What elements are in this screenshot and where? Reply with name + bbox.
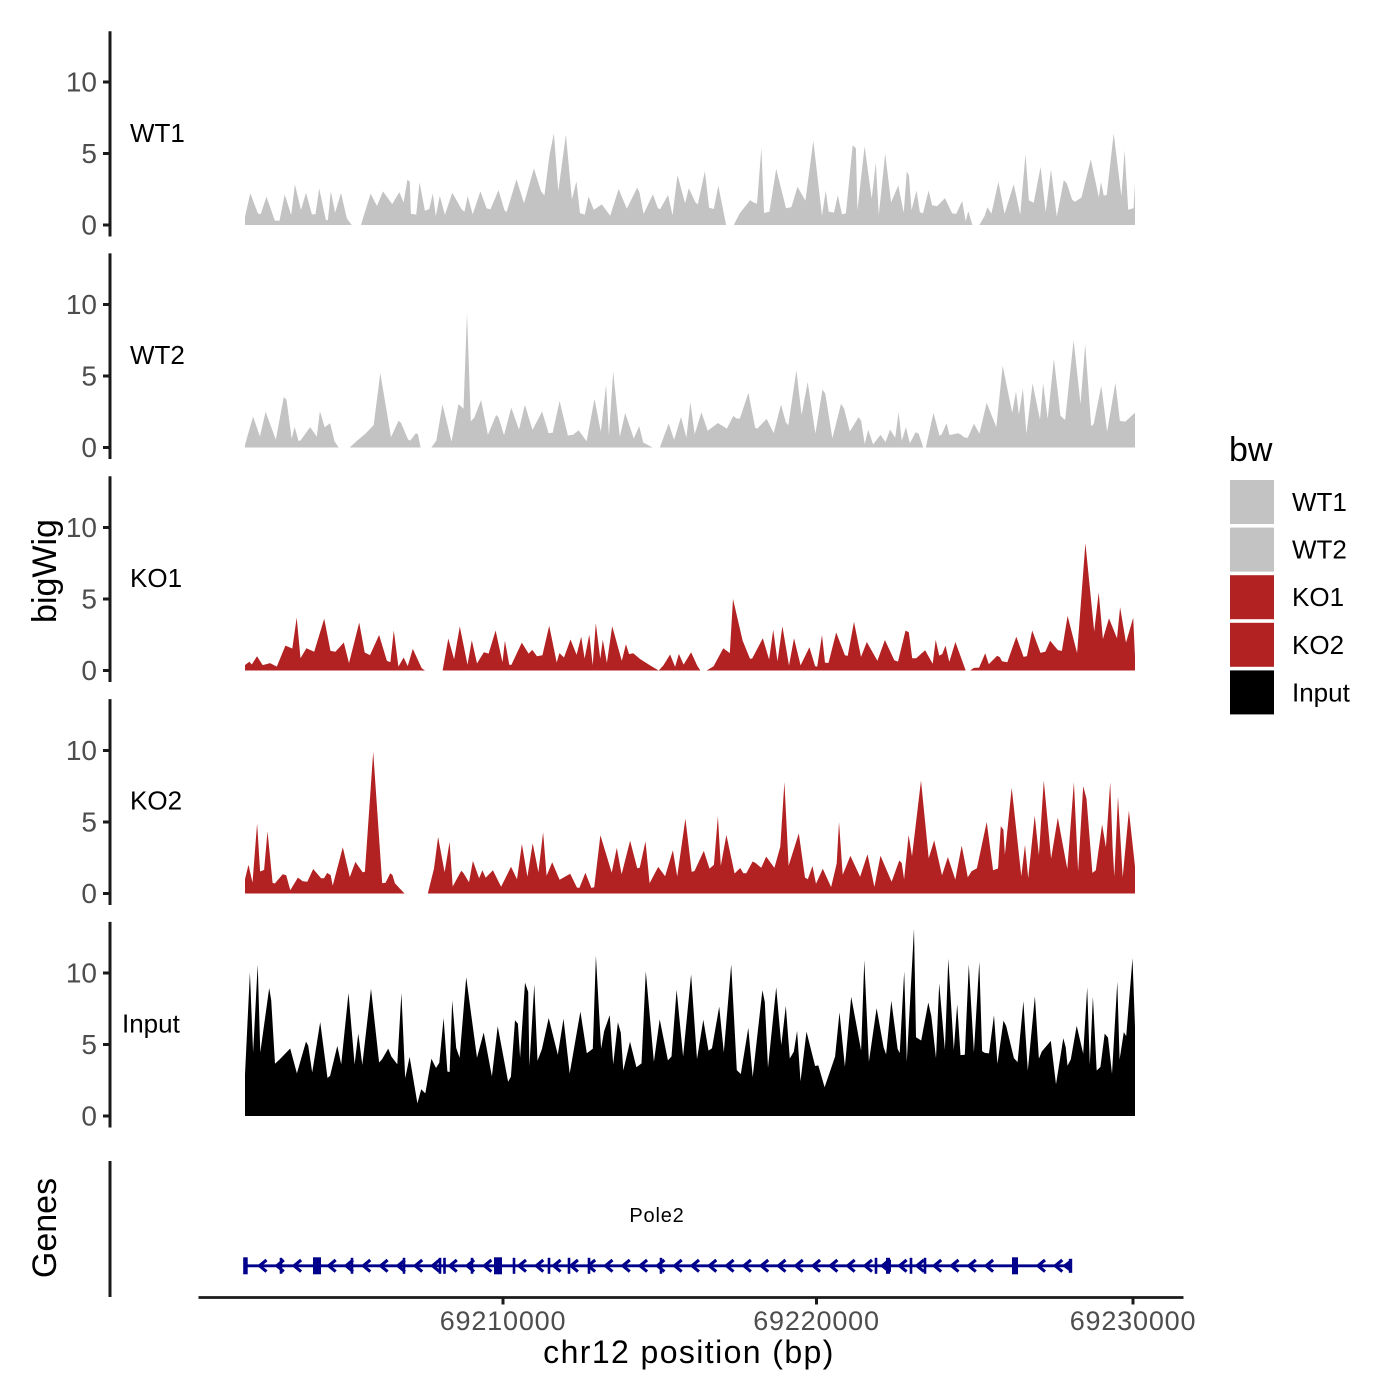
svg-text:5: 5 <box>81 138 97 169</box>
svg-text:KO2: KO2 <box>1292 630 1344 660</box>
svg-text:10: 10 <box>66 67 97 98</box>
svg-text:Input: Input <box>1292 677 1351 707</box>
svg-text:69230000: 69230000 <box>1070 1306 1197 1336</box>
svg-text:0: 0 <box>81 432 97 463</box>
svg-text:WT2: WT2 <box>1292 535 1347 565</box>
svg-text:KO1: KO1 <box>1292 582 1344 612</box>
svg-text:5: 5 <box>81 807 97 838</box>
svg-text:Pole2: Pole2 <box>629 1205 684 1227</box>
svg-text:5: 5 <box>81 1029 97 1060</box>
svg-text:10: 10 <box>66 958 97 989</box>
svg-text:69220000: 69220000 <box>753 1306 880 1336</box>
svg-text:bigWig: bigWig <box>26 519 64 623</box>
svg-text:5: 5 <box>81 584 97 615</box>
svg-text:WT1: WT1 <box>130 118 185 148</box>
svg-text:0: 0 <box>81 1101 97 1132</box>
svg-text:10: 10 <box>66 735 97 766</box>
svg-text:bw: bw <box>1229 431 1273 469</box>
svg-text:Genes: Genes <box>26 1178 64 1278</box>
svg-text:KO2: KO2 <box>130 786 182 816</box>
svg-text:WT2: WT2 <box>130 340 185 370</box>
svg-text:KO1: KO1 <box>130 563 182 593</box>
svg-text:0: 0 <box>81 655 97 686</box>
svg-text:0: 0 <box>81 878 97 909</box>
svg-text:10: 10 <box>66 289 97 320</box>
svg-text:10: 10 <box>66 512 97 543</box>
svg-text:Input: Input <box>122 1008 181 1038</box>
svg-text:WT1: WT1 <box>1292 487 1347 517</box>
svg-text:69210000: 69210000 <box>440 1306 567 1336</box>
svg-text:0: 0 <box>81 210 97 241</box>
svg-text:5: 5 <box>81 361 97 392</box>
svg-text:chr12 position (bp): chr12 position (bp) <box>543 1334 835 1370</box>
